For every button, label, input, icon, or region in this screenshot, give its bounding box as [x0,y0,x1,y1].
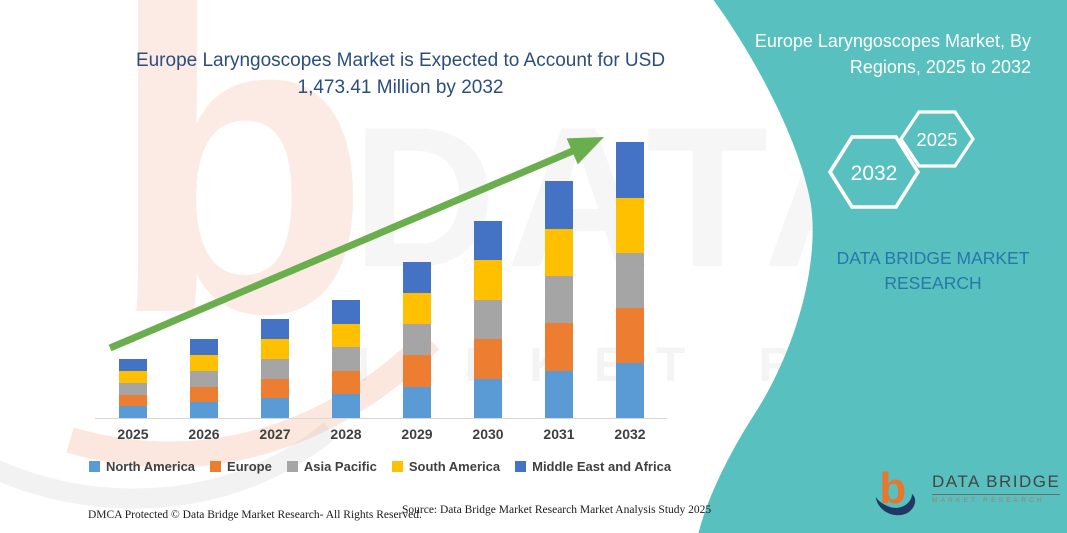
bar-segment-europe-2025 [119,394,147,407]
x-axis-label-2029: 2029 [401,426,433,442]
x-axis-label-2030: 2030 [472,426,504,442]
bar-segment-south-america-2030 [474,260,502,300]
bar-segment-middle-east-and-africa-2032 [616,142,644,198]
logo-title: DATA BRIDGE [932,472,1061,495]
legend-label: South America [408,459,501,474]
bar-segment-europe-2026 [190,386,218,403]
hexagon-2032 [827,135,921,209]
arrow-head [566,137,604,165]
legend-label: North America [105,459,196,474]
bar-segment-europe-2029 [403,355,431,387]
bar-segment-north-america-2032 [616,362,644,418]
x-axis-label-2028: 2028 [330,426,362,442]
bar-segment-europe-2028 [332,370,360,395]
bar-segment-north-america-2025 [119,406,147,418]
bar-segment-asia-pacific-2032 [616,252,644,308]
legend-item-north-america: North America [88,459,196,474]
databridge-logo: b DATA BRIDGE MARKET RESEARCH [870,463,1061,525]
legend-item-south-america: South America [391,459,501,474]
bar-segment-middle-east-and-africa-2031 [545,181,573,229]
chart-title: Europe Laryngoscopes Market is Expected … [135,50,666,98]
bar-segment-north-america-2031 [545,370,573,418]
bar-segment-north-america-2030 [474,378,502,418]
bar-segment-asia-pacific-2027 [261,358,289,379]
brand-text: DATA BRIDGE MARKET RESEARCH [836,248,1030,294]
bar-segment-north-america-2026 [190,402,218,418]
legend-item-asia-pacific: Asia Pacific [286,459,377,474]
watermark-b-logo: b [108,0,371,403]
bar-segment-asia-pacific-2028 [332,347,360,371]
bar-segment-north-america-2029 [403,386,431,418]
x-axis-labels: 2025 2026 2027 2028 2029 2030 2031 2032 [95,426,667,446]
bar-segment-asia-pacific-2031 [545,276,573,324]
logo-b-icon: b [875,464,916,516]
bar-segment-asia-pacific-2025 [119,382,147,395]
legend-swatch [286,461,298,472]
bar-segment-europe-2031 [545,323,573,371]
bar-segment-europe-2032 [616,307,644,363]
bar-segment-north-america-2028 [332,394,360,418]
bar-segment-asia-pacific-2030 [474,299,502,340]
bar-segment-south-america-2026 [190,355,218,371]
legend-swatch [391,461,403,472]
bar-segment-middle-east-and-africa-2030 [474,220,502,261]
bar-segment-middle-east-and-africa-2029 [403,261,431,293]
bar-segment-south-america-2032 [616,197,644,253]
x-axis-label-2027: 2027 [259,426,291,442]
hexagon-2025-label: 2025 [916,129,957,150]
bar-segment-north-america-2027 [261,398,289,418]
bar-segment-middle-east-and-africa-2026 [190,339,218,356]
bar-segment-south-america-2025 [119,371,147,383]
bar-segment-middle-east-and-africa-2027 [261,319,289,340]
bar-segment-asia-pacific-2026 [190,370,218,387]
bar-segment-middle-east-and-africa-2028 [332,300,360,324]
bar-segment-asia-pacific-2029 [403,324,431,356]
bar-segment-south-america-2031 [545,228,573,277]
bar-segment-europe-2027 [261,378,289,399]
side-panel-heading: Europe Laryngoscopes Market, By Regions,… [754,31,1031,78]
legend-label: Middle East and Africa [532,459,672,474]
legend-swatch [515,461,527,472]
legend-label: Asia Pacific [303,459,377,474]
legend-item-europe: Europe [210,459,272,474]
bar-segment-europe-2030 [474,339,502,379]
bar-segment-south-america-2029 [403,292,431,325]
legend-item-middle-east-and-africa: Middle East and Africa [515,459,671,474]
x-axis-label-2031: 2031 [543,426,575,442]
dmca-notice: DMCA Protected © Data Bridge Market Rese… [88,509,422,521]
bar-segment-middle-east-and-africa-2025 [119,359,147,372]
hexagon-2032-label: 2032 [851,162,898,185]
legend: North America Europe Asia Pacific South Ame… [70,459,690,474]
legend-swatch [210,461,222,472]
hexagon-2025 [899,110,975,168]
legend-label: Europe [227,459,272,474]
x-axis-label-2026: 2026 [188,426,220,442]
logo-subtitle: MARKET RESEARCH [932,497,1045,504]
bar-segment-south-america-2028 [332,323,360,348]
plot-area [95,137,667,419]
source-note: Source: Data Bridge Market Research Mark… [402,504,712,516]
x-axis-label-2025: 2025 [117,426,149,442]
bar-segment-south-america-2027 [261,339,289,359]
x-axis-label-2032: 2032 [614,426,646,442]
legend-swatch [88,461,100,472]
